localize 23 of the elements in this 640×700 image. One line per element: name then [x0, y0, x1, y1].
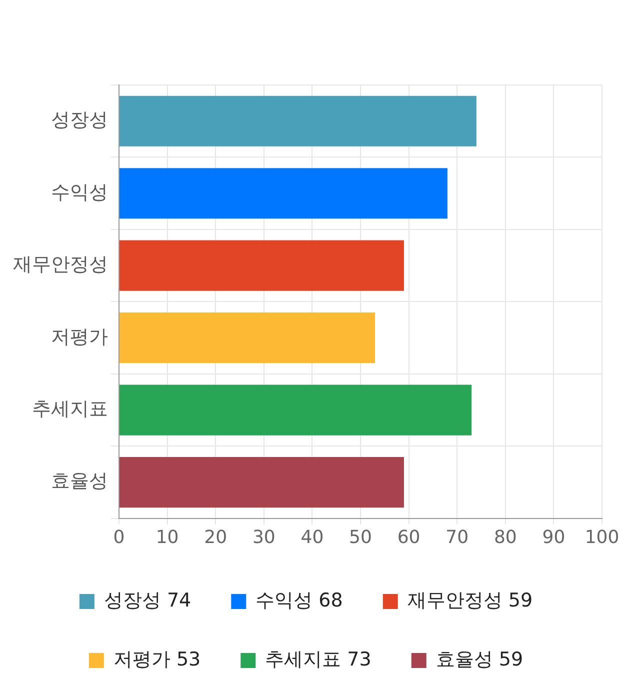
- legend-label: 저평가 53: [113, 648, 201, 670]
- x-tick-label: 100: [584, 526, 620, 548]
- x-tick-label: 70: [446, 526, 469, 548]
- legend-label: 재무안정성 59: [407, 589, 533, 612]
- x-tick-label: 20: [204, 526, 228, 548]
- y-tick-label: 재무안정성: [13, 254, 108, 276]
- y-tick-label: 추세지표: [32, 398, 108, 420]
- legend-label: 추세지표 73: [265, 648, 372, 670]
- x-tick-label: 0: [113, 526, 125, 548]
- x-tick-label: 80: [494, 526, 517, 548]
- y-tick-label: 효율성: [51, 470, 108, 492]
- x-tick-label: 30: [252, 526, 276, 548]
- y-tick-label: 수익성: [51, 181, 108, 204]
- x-tick-label: 50: [349, 526, 372, 548]
- x-tick-label: 40: [300, 526, 324, 548]
- y-tick-label: 성장성: [51, 109, 108, 132]
- x-tick-label: 60: [397, 526, 420, 548]
- x-tick-label: 10: [156, 526, 179, 548]
- legend-label: 효율성 59: [436, 648, 524, 670]
- legend-label: 성장성 74: [104, 589, 192, 612]
- legend-label: 수익성 68: [256, 589, 343, 612]
- x-tick-label: 90: [542, 526, 566, 548]
- y-tick-label: 저평가: [51, 326, 108, 348]
